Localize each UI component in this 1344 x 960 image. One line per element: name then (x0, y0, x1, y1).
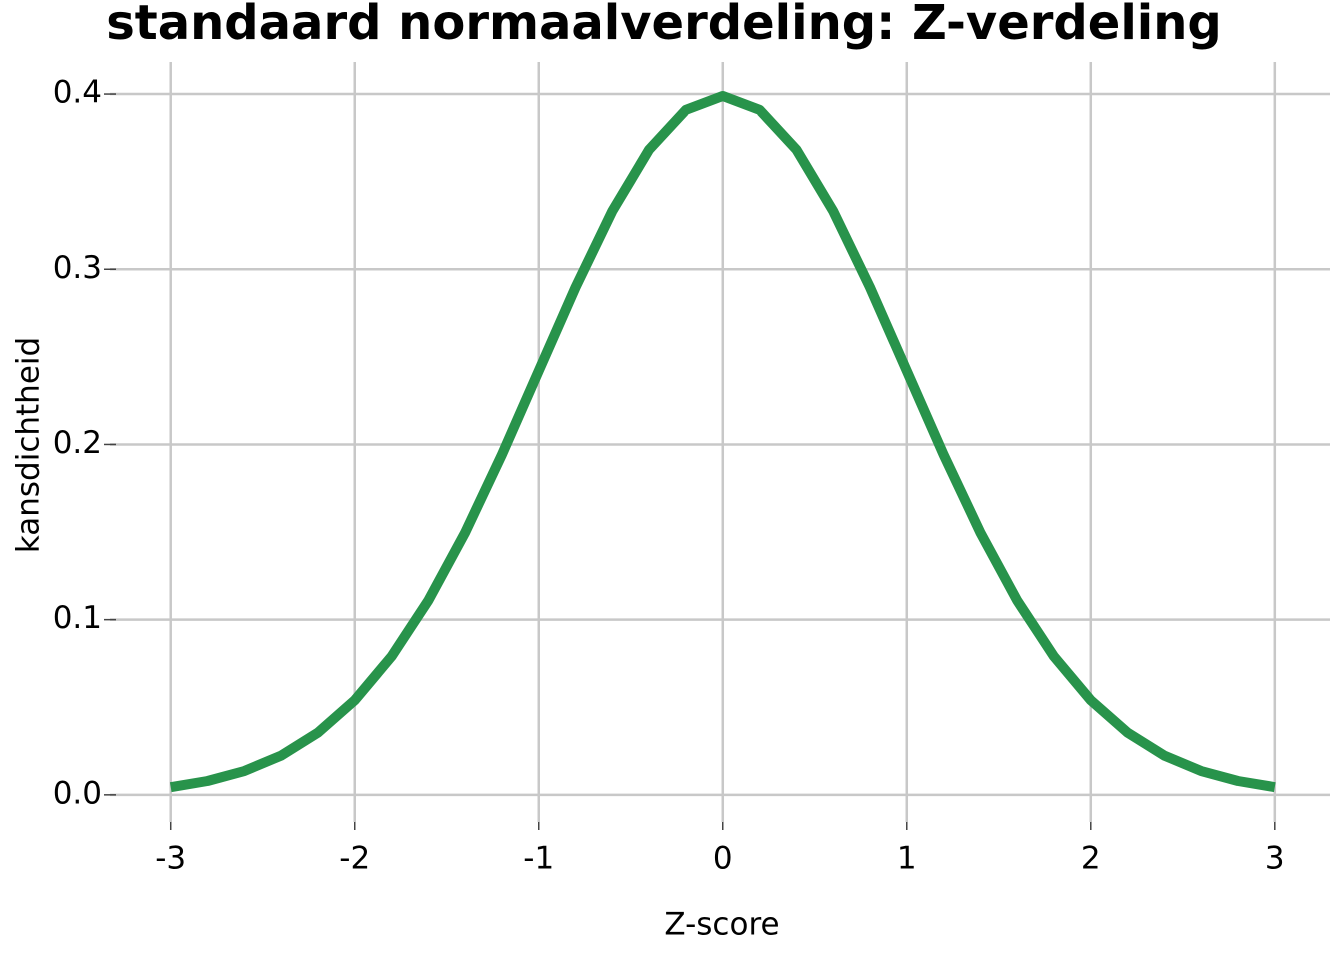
x-tick-label: 2 (1081, 841, 1101, 877)
y-tick-label: 0.4 (53, 75, 102, 111)
y-tick-label: 0.2 (53, 425, 102, 461)
y-tick-label: 0.0 (53, 775, 102, 811)
line (169, 90, 1276, 793)
x-tick-label: 0 (713, 841, 733, 877)
y-axis-label: kansdichtheid (11, 337, 47, 553)
x-tick-label: 1 (897, 841, 917, 877)
x-axis-label: Z-score (664, 907, 779, 943)
y-tick-label: 0.3 (53, 250, 102, 286)
x-tick-label: -3 (155, 841, 186, 877)
x-tick-label: 3 (1265, 841, 1285, 877)
chart-title: standaard normaalverdeling: Z-verdeling (106, 0, 1222, 51)
x-tick-label: -1 (523, 841, 554, 877)
x-tick-label: -2 (339, 841, 370, 877)
y-tick-label: 0.1 (53, 600, 102, 636)
